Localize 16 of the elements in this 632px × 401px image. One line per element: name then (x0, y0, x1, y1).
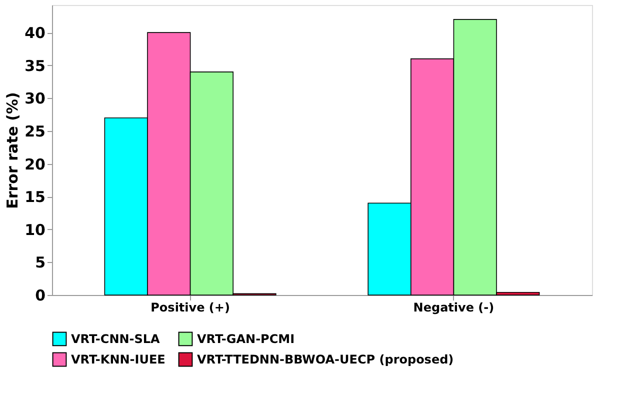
legend-label: VRT-GAN-PCMI (197, 332, 295, 346)
y-tick-label: 20 (24, 155, 46, 174)
legend-label: VRT-KNN-IUEE (71, 352, 166, 366)
y-tick-label: 30 (24, 90, 46, 108)
x-tick-label: Negative (-) (413, 300, 494, 314)
legend-label: VRT-CNN-SLA (71, 332, 161, 346)
y-tick-label: 5 (35, 254, 46, 272)
y-tick-label: 0 (35, 286, 46, 304)
x-tick-label: Positive (+) (150, 300, 230, 314)
y-tick-label: 25 (24, 122, 46, 140)
y-tick-label: 10 (24, 220, 46, 239)
y-tick-label: 35 (24, 56, 46, 75)
legend-label: VRT-TTEDNN-BBWOA-UECP (proposed) (197, 352, 454, 366)
y-tick-label: 40 (24, 24, 46, 42)
y-tick-label: 15 (24, 188, 46, 206)
y-axis-title: Error rate (%) (4, 92, 22, 209)
